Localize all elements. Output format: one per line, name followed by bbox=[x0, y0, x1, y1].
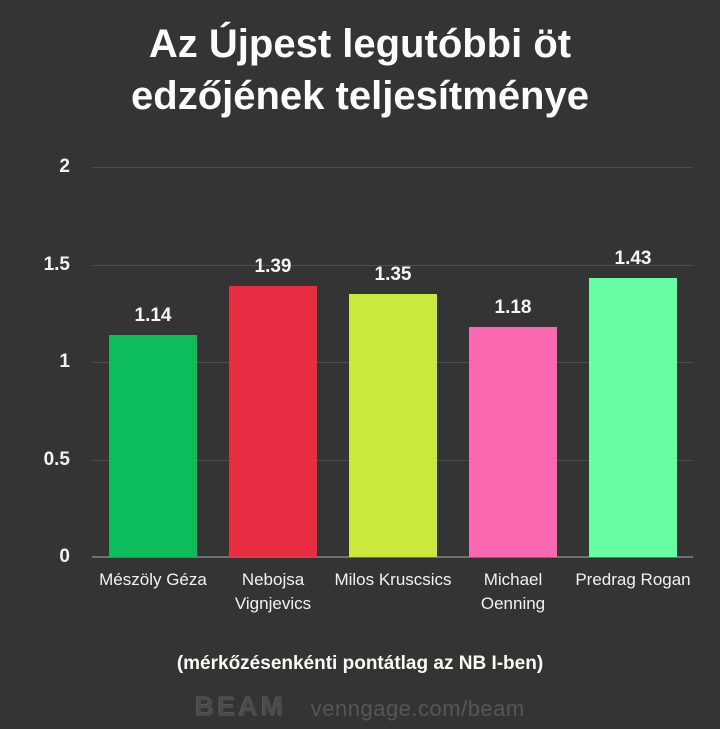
chart-caption: (mérkőzésenkénti pontátlag az NB I-ben) bbox=[176, 653, 544, 674]
venngage-link: venngage.com/beam bbox=[310, 696, 525, 721]
bar-value-label: 1.35 bbox=[374, 263, 412, 285]
y-axis-tick-label: 1.5 bbox=[43, 253, 70, 275]
bar-value-label: 1.43 bbox=[614, 248, 652, 270]
y-axis-tick-label: 0 bbox=[59, 546, 70, 567]
x-axis-labels-row: Mészöly Géza Nebojsa Vignjevics Milos Krus… bbox=[93, 568, 693, 616]
bar-chart-plot-area: 1.14 1.39 1.35 1.18 1.43 bbox=[92, 167, 693, 558]
x-axis-category-label: Nebojsa Vignjevics bbox=[234, 570, 312, 613]
chart-title-line-1: Az Újpest legutóbbi öt bbox=[148, 22, 572, 66]
y-axis-tick-label: 2 bbox=[59, 156, 70, 177]
x-axis-category-label: Mészöly Géza bbox=[99, 570, 207, 589]
bar bbox=[349, 293, 437, 557]
x-axis-baseline bbox=[92, 556, 693, 558]
bar-value-label: 1.39 bbox=[254, 255, 292, 277]
bar bbox=[469, 326, 557, 557]
chart-title: Az Újpest legutóbbi öt edzőjének teljesí… bbox=[0, 18, 720, 122]
bar bbox=[109, 334, 197, 557]
bar-value-label: 1.18 bbox=[494, 296, 532, 318]
y-axis-tick-label: 0.5 bbox=[43, 448, 70, 470]
footer: BEAM venngage.com/beam bbox=[0, 692, 720, 726]
x-axis-category-label: Michael Oenning bbox=[480, 570, 546, 613]
gridline bbox=[93, 264, 693, 266]
gridline bbox=[93, 167, 693, 168]
y-axis-tick-label: 1 bbox=[59, 351, 70, 372]
bar-value-label: 1.14 bbox=[134, 304, 172, 326]
bar bbox=[229, 285, 317, 557]
bar bbox=[589, 278, 677, 557]
beam-logo: BEAM bbox=[195, 692, 287, 722]
x-axis-category-label: Milos Kruscsics bbox=[334, 570, 452, 589]
x-axis-category-label: Predrag Rogan bbox=[575, 570, 691, 589]
chart-title-line-2: edzőjének teljesítménye bbox=[131, 74, 589, 118]
